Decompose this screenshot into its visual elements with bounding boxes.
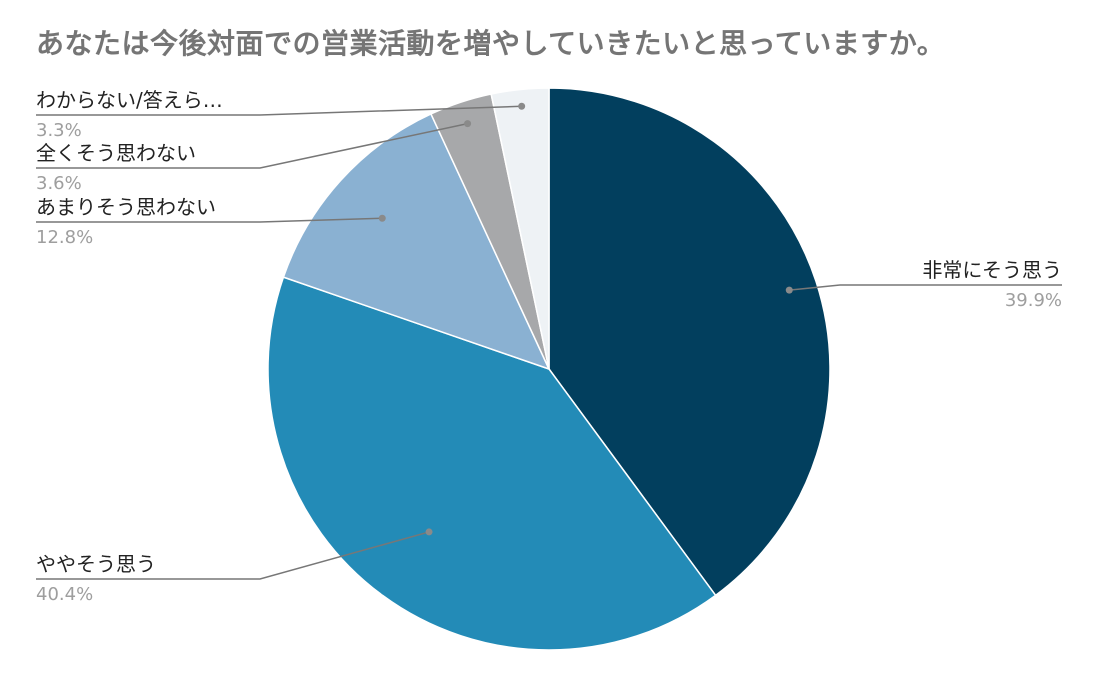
slice-label-2: ややそう思う xyxy=(36,552,156,576)
slice-5 xyxy=(490,87,550,370)
slice-percent-3: 12.8% xyxy=(36,227,93,248)
leader-dot-5 xyxy=(518,102,526,110)
leader-dot-3 xyxy=(378,214,386,222)
slice-label-4: 全くそう思わない xyxy=(36,141,196,165)
leader-lines xyxy=(36,102,1062,580)
leader-dot-4 xyxy=(464,120,472,128)
leader-line-1 xyxy=(789,284,1062,291)
slice-percent-4: 3.6% xyxy=(36,173,82,194)
slice-percent-1: 39.9% xyxy=(1005,290,1062,311)
slice-label-1: 非常にそう思う xyxy=(922,258,1062,282)
slice-label-3: あまりそう思わない xyxy=(36,195,216,219)
slice-1 xyxy=(548,87,831,597)
leader-dot-2 xyxy=(425,528,433,536)
leader-line-3 xyxy=(36,217,383,223)
leader-line-4 xyxy=(36,122,468,169)
slice-labels: 非常にそう思う 39.9% ややそう思う 40.4% あまりそう思わない 12.8% 全くそ… xyxy=(36,88,1062,605)
leader-line-5 xyxy=(36,105,522,116)
leader-line-2 xyxy=(36,531,430,580)
slice-percent-5: 3.3% xyxy=(36,120,82,141)
leader-dot-1 xyxy=(785,286,793,294)
chart-title: あなたは今後対面での営業活動を増やしていきたいと思っていますか。 xyxy=(36,27,946,60)
slice-3 xyxy=(282,113,551,371)
slice-2 xyxy=(267,276,717,651)
slice-percent-2: 40.4% xyxy=(36,584,93,605)
pie-slices xyxy=(267,87,831,651)
slice-label-5: わからない/答えら… xyxy=(36,88,223,112)
